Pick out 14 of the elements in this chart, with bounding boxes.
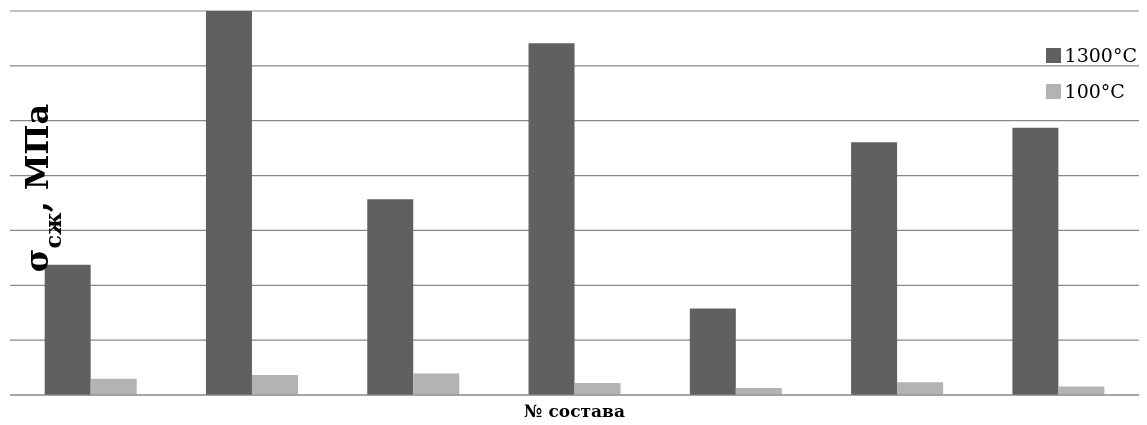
x-axis-title: № состава <box>524 401 625 421</box>
bar <box>251 375 298 395</box>
bar <box>689 308 736 395</box>
legend-label: 1300°C <box>1064 44 1137 66</box>
bar <box>90 378 137 395</box>
bar <box>1012 127 1059 395</box>
bar <box>367 199 414 395</box>
bar <box>528 43 575 395</box>
bar <box>205 11 252 395</box>
bar <box>574 383 621 395</box>
legend-label: 100°C <box>1064 80 1125 102</box>
bar <box>413 373 460 395</box>
bar <box>897 382 944 395</box>
bar <box>851 142 898 395</box>
